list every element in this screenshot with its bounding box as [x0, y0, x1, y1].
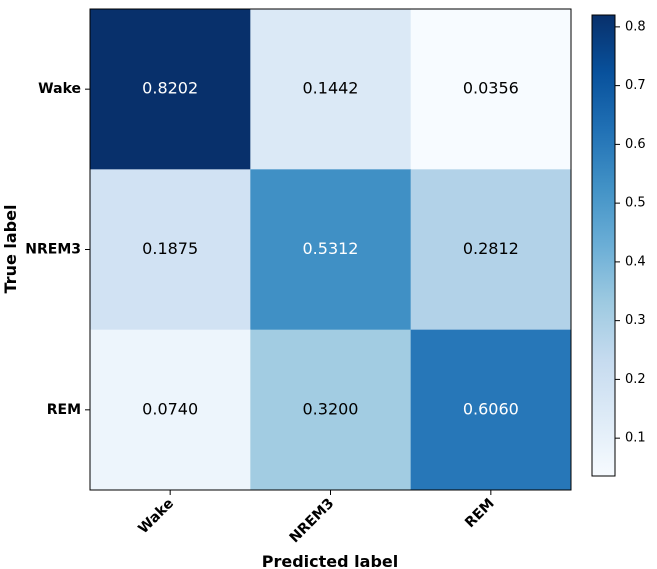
heatmap-cell: [90, 329, 251, 491]
y-tick-label: REM: [47, 402, 81, 418]
cell-value-label: 0.0740: [142, 399, 198, 418]
x-tick-label: REM: [462, 496, 498, 532]
heatmap-cell: [250, 329, 412, 491]
colorbar: 0.1 0.2 0.3 0.4 0.5 0.6 0.7 0.8: [591, 14, 646, 477]
colorbar-tick-label: 0.1: [625, 431, 646, 446]
colorbar-tick-label: 0.8: [625, 19, 646, 34]
colorbar-tick-label: 0.4: [625, 254, 646, 269]
x-axis-title: Predicted label: [262, 552, 398, 569]
cell-value-label: 0.1442: [303, 79, 359, 98]
colorbar-tick-label: 0.3: [625, 313, 646, 328]
cell-value-label: 0.3200: [303, 399, 359, 418]
cell-value-label: 0.1875: [142, 239, 198, 258]
y-axis-ticks: Wake NREM3 REM: [25, 81, 90, 418]
y-tick-label: Wake: [38, 81, 81, 97]
heatmap-cell: [410, 329, 572, 491]
colorbar-gradient: [591, 14, 616, 477]
cell-value-label: 0.0356: [463, 79, 519, 98]
cell-value-label: 0.8202: [142, 79, 198, 98]
heatmap-cell: [250, 169, 412, 331]
colorbar-tick-label: 0.2: [625, 372, 646, 387]
heatmap-cells: 0.8202 0.1442 0.0356 0.1875 0.5312 0.2812 0.07…: [90, 9, 572, 491]
colorbar-tick-label: 0.5: [625, 196, 646, 211]
y-tick-label: NREM3: [25, 242, 81, 258]
cell-value-label: 0.6060: [463, 399, 519, 418]
colorbar-tick-label: 0.7: [625, 78, 646, 93]
cell-value-label: 0.5312: [303, 239, 359, 258]
heatmap-cell: [90, 169, 251, 331]
heatmap-cell: [90, 9, 251, 170]
heatmap-cell: [410, 9, 572, 170]
cell-value-label: 0.2812: [463, 239, 519, 258]
x-tick-label: NREM3: [287, 496, 338, 547]
heatmap-cell: [250, 9, 412, 170]
y-axis-title: True label: [1, 205, 20, 294]
colorbar-ticks: 0.1 0.2 0.3 0.4 0.5 0.6 0.7 0.8: [615, 19, 646, 446]
heatmap-cell: [410, 169, 572, 331]
x-axis-ticks: Wake NREM3 REM: [135, 490, 498, 547]
colorbar-tick-label: 0.6: [625, 137, 646, 152]
x-tick-label: Wake: [135, 496, 177, 538]
